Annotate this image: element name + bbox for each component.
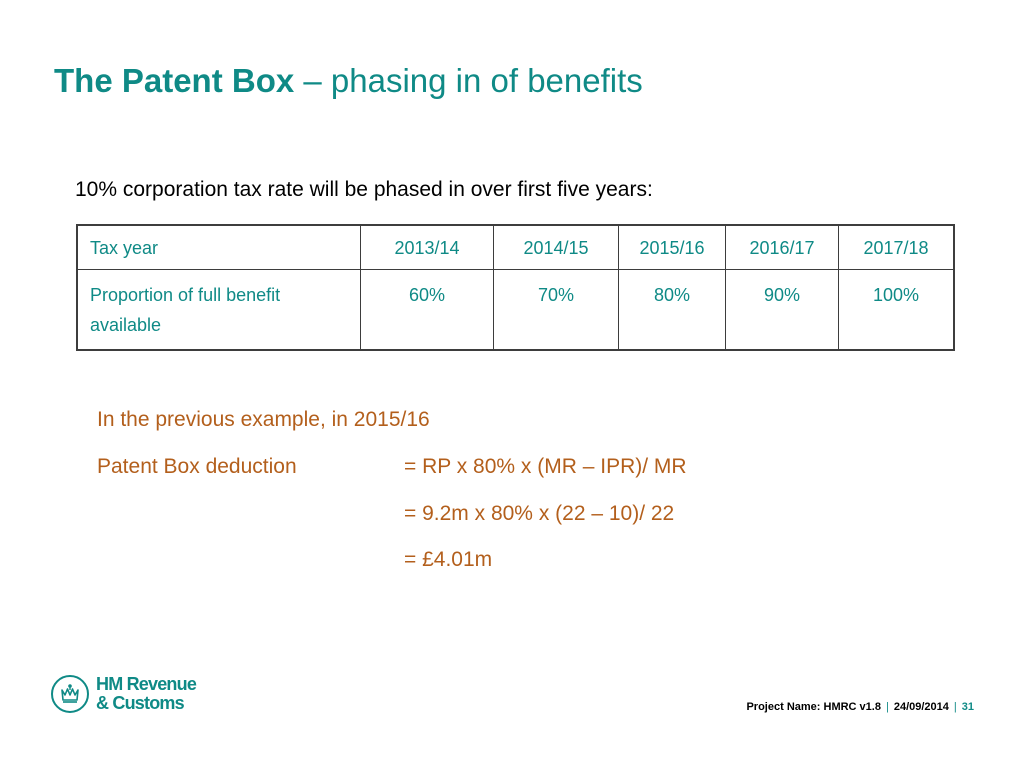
intro-text: 10% corporation tax rate will be phased … bbox=[75, 178, 653, 201]
table-cell: 80% bbox=[618, 269, 726, 351]
title-main: The Patent Box bbox=[54, 62, 295, 99]
table-row: Proportion of full benefit available 60%… bbox=[76, 269, 955, 351]
table-cell: 100% bbox=[838, 269, 955, 351]
table-cell: 2015/16 bbox=[618, 224, 726, 270]
footer-date: 24/09/2014 bbox=[893, 701, 949, 713]
example-substitution: = 9.2m x 80% x (22 – 10)/ 22 bbox=[404, 502, 675, 525]
phasing-table: Tax year 2013/14 2014/15 2015/16 2016/17… bbox=[76, 224, 955, 351]
footer-separator: | bbox=[953, 701, 957, 713]
table-cell: 60% bbox=[360, 269, 494, 351]
table-cell: 90% bbox=[725, 269, 839, 351]
table-cell: 70% bbox=[493, 269, 619, 351]
title-rest: – phasing in of benefits bbox=[294, 62, 643, 99]
table-cell: 2017/18 bbox=[838, 224, 955, 270]
logo-line-2: & Customs bbox=[96, 693, 185, 713]
page-title: The Patent Box – phasing in of benefits bbox=[54, 62, 643, 100]
table-cell: 2016/17 bbox=[725, 224, 839, 270]
hmrc-logo: HM Revenue & Customs bbox=[51, 673, 221, 719]
logo-text: HM Revenue & Customs bbox=[96, 674, 197, 713]
table-cell: Tax year bbox=[76, 224, 361, 270]
project-name: Project Name: HMRC v1.8 bbox=[746, 701, 881, 713]
example-formula: = RP x 80% x (MR – IPR)/ MR bbox=[404, 455, 687, 478]
table-header-row: Tax year 2013/14 2014/15 2015/16 2016/17… bbox=[76, 224, 955, 270]
crown-crest-icon bbox=[51, 675, 89, 713]
example-heading: In the previous example, in 2015/16 bbox=[97, 408, 430, 431]
page-number: 31 bbox=[961, 701, 974, 713]
logo-line-1: HM Revenue bbox=[96, 674, 197, 694]
table-cell: 2014/15 bbox=[493, 224, 619, 270]
example-label: Patent Box deduction bbox=[97, 455, 297, 478]
footer-separator: | bbox=[885, 701, 889, 713]
table-cell: 2013/14 bbox=[360, 224, 494, 270]
footer-info: Project Name: HMRC v1.8 | 24/09/2014 | 31 bbox=[746, 701, 974, 713]
table-cell: Proportion of full benefit available bbox=[76, 269, 361, 351]
example-result: = £4.01m bbox=[404, 548, 493, 571]
